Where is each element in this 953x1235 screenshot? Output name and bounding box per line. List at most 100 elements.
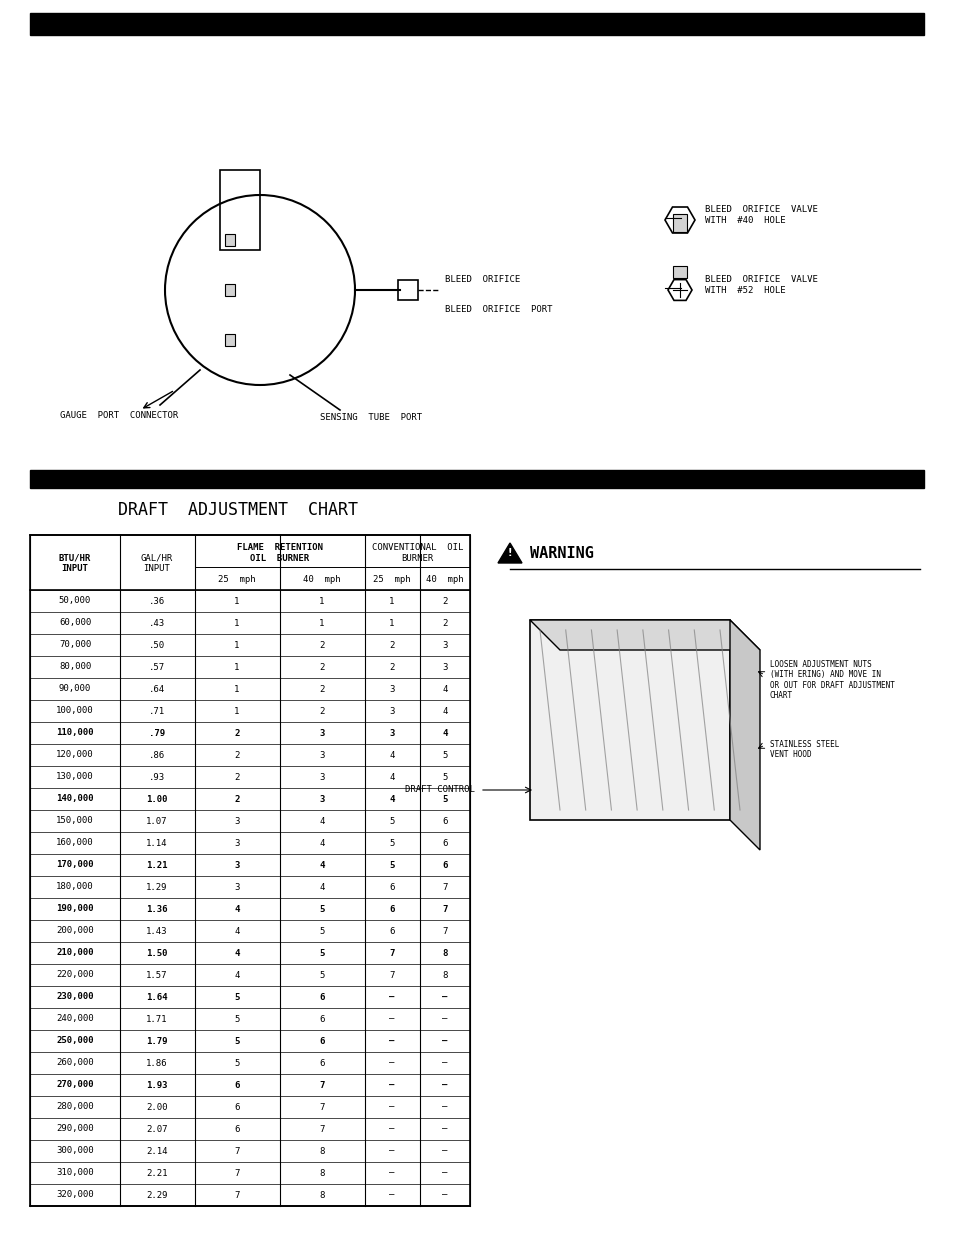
Text: 7: 7 [389,971,395,979]
Text: BLEED  ORIFICE  PORT: BLEED ORIFICE PORT [444,305,552,315]
Bar [225,233,234,246]
Text: DRAFT  ADJUSTMENT  CHART: DRAFT ADJUSTMENT CHART [118,501,358,519]
Text: 2: 2 [389,662,395,672]
Text: –: – [442,1191,447,1199]
Text: BTU/HR
INPUT: BTU/HR INPUT [59,553,91,573]
Text: 1.36: 1.36 [146,904,168,914]
Text: .36: .36 [149,597,165,605]
Text: 7: 7 [319,1081,324,1089]
Text: 4: 4 [234,904,239,914]
Text: 4: 4 [319,883,324,892]
Text: 3: 3 [234,883,239,892]
Bar [672,214,686,232]
Text: –: – [442,1036,447,1046]
Bar [225,284,234,296]
Text: BLEED  ORIFICE  VALVE
WITH  #40  HOLE: BLEED ORIFICE VALVE WITH #40 HOLE [704,205,817,225]
Text: 6: 6 [442,816,447,825]
Text: 1.29: 1.29 [146,883,168,892]
Text: 1.43: 1.43 [146,926,168,935]
Text: 80,000: 80,000 [59,662,91,672]
Text: 2: 2 [389,641,395,650]
Text: –: – [442,1103,447,1112]
Text: 170,000: 170,000 [56,861,93,869]
Text: 6: 6 [319,1036,324,1046]
Bar [530,620,729,820]
Text: 7: 7 [234,1191,239,1199]
Text: .57: .57 [149,662,165,672]
Text: 3: 3 [319,751,324,760]
Text: 1.14: 1.14 [146,839,168,847]
Text: 4: 4 [389,773,395,782]
Text: 180,000: 180,000 [56,883,93,892]
Text: 4: 4 [319,861,324,869]
Text: 2.14: 2.14 [146,1146,168,1156]
Text: 1: 1 [234,597,239,605]
Text: FLAME  RETENTION
OIL  BURNER: FLAME RETENTION OIL BURNER [236,543,323,563]
Text: 270,000: 270,000 [56,1081,93,1089]
Text: 40  mph: 40 mph [303,576,340,584]
Text: 5: 5 [234,1014,239,1024]
Text: .43: .43 [149,619,165,627]
Text: –: – [389,1081,395,1089]
Text: –: – [389,1103,395,1112]
Text: –: – [389,1168,395,1177]
Text: 220,000: 220,000 [56,971,93,979]
Text: 5: 5 [234,993,239,1002]
Text: 5: 5 [389,816,395,825]
Text: 7: 7 [442,883,447,892]
Text: BLEED  ORIFICE  VALVE
WITH  #52  HOLE: BLEED ORIFICE VALVE WITH #52 HOLE [704,275,817,295]
Text: 2: 2 [442,597,447,605]
Text: 120,000: 120,000 [56,751,93,760]
Text: 1: 1 [319,619,324,627]
Polygon shape [729,620,760,850]
Text: WARNING: WARNING [530,546,594,561]
Bar [672,266,686,278]
Text: 7: 7 [319,1125,324,1134]
Text: 1.71: 1.71 [146,1014,168,1024]
Text: 3: 3 [389,729,395,737]
Text: 4: 4 [234,926,239,935]
Text: 5: 5 [442,773,447,782]
Text: –: – [389,1014,395,1024]
Text: 4: 4 [234,948,239,957]
Text: 2: 2 [319,662,324,672]
Text: 7: 7 [442,926,447,935]
Text: 4: 4 [442,684,447,694]
Text: 1.79: 1.79 [146,1036,168,1046]
Text: –: – [389,1125,395,1134]
Text: 3: 3 [389,706,395,715]
Text: 8: 8 [319,1168,324,1177]
Text: 2.00: 2.00 [146,1103,168,1112]
Polygon shape [497,543,521,563]
Text: GAUGE  PORT  CONNECTOR: GAUGE PORT CONNECTOR [60,410,178,420]
Text: 130,000: 130,000 [56,773,93,782]
Text: 1: 1 [234,619,239,627]
Text: 2: 2 [234,794,239,804]
Text: 3: 3 [234,839,239,847]
Text: 6: 6 [234,1125,239,1134]
Text: DRAFT CONTROL: DRAFT CONTROL [405,785,475,794]
Text: GAL/HR
INPUT: GAL/HR INPUT [141,553,172,573]
Text: 6: 6 [319,993,324,1002]
Text: 4: 4 [389,751,395,760]
Text: –: – [389,1058,395,1067]
Text: 3: 3 [319,729,324,737]
Text: SENSING  TUBE  PORT: SENSING TUBE PORT [319,414,421,422]
Text: LOOSEN ADJUSTMENT NUTS
(WITH ERING) AND MOVE IN
OR OUT FOR DRAFT ADJUSTMENT
CHAR: LOOSEN ADJUSTMENT NUTS (WITH ERING) AND … [769,659,894,700]
Text: 2: 2 [234,729,239,737]
Text: 4: 4 [442,706,447,715]
Text: 6: 6 [389,883,395,892]
Text: 4: 4 [389,794,395,804]
Text: 6: 6 [442,839,447,847]
Text: –: – [442,1168,447,1177]
Text: –: – [442,1014,447,1024]
Bar [220,170,260,249]
Text: 5: 5 [319,926,324,935]
Text: .50: .50 [149,641,165,650]
Text: 7: 7 [234,1168,239,1177]
Text: 6: 6 [389,926,395,935]
Text: 210,000: 210,000 [56,948,93,957]
Text: 8: 8 [442,971,447,979]
Text: 290,000: 290,000 [56,1125,93,1134]
Text: 6: 6 [234,1081,239,1089]
